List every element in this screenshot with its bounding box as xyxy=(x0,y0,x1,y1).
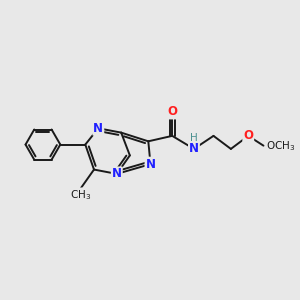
Text: CH$_3$: CH$_3$ xyxy=(70,188,92,202)
Text: O: O xyxy=(243,129,253,142)
Text: N: N xyxy=(93,122,103,135)
Text: N: N xyxy=(189,142,199,155)
Text: N: N xyxy=(112,167,122,180)
Text: N: N xyxy=(146,158,155,171)
Text: OCH$_3$: OCH$_3$ xyxy=(266,139,296,153)
Text: H: H xyxy=(190,133,198,142)
Text: O: O xyxy=(167,106,177,118)
